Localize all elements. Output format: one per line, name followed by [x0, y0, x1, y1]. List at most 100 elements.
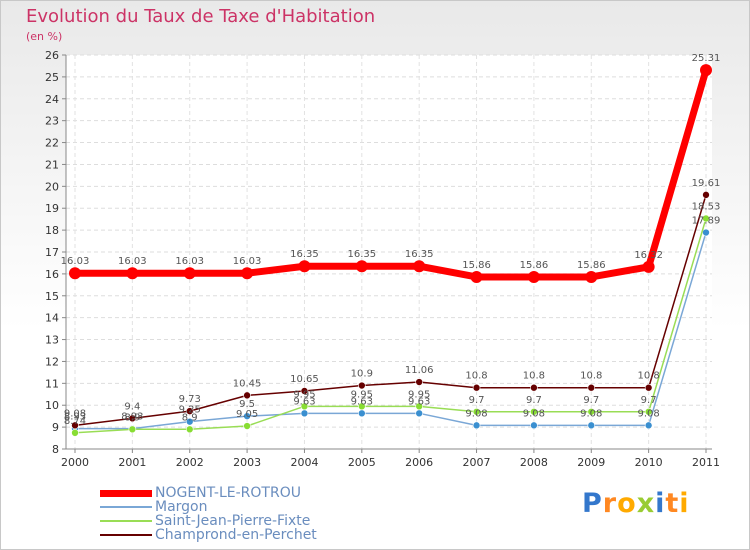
- data-label: 8.9: [124, 412, 140, 423]
- data-label: 10.65: [290, 374, 319, 385]
- data-label: 9.7: [583, 395, 599, 406]
- data-label: 16.35: [290, 249, 319, 260]
- logo-letter: t: [665, 488, 680, 519]
- y-tick-label: 23: [45, 115, 59, 128]
- data-label: 9.08: [523, 408, 545, 419]
- data-label: 11.06: [405, 365, 434, 376]
- x-tick-label: 2011: [692, 456, 720, 469]
- data-label: 8.93: [121, 412, 143, 423]
- series-point: [71, 429, 79, 437]
- y-tick-label: 13: [45, 334, 59, 347]
- legend-label: Margon: [155, 499, 208, 515]
- series-point: [472, 421, 481, 430]
- series-point: [413, 260, 426, 273]
- data-label: 9.95: [293, 389, 315, 400]
- x-tick-label: 2004: [290, 456, 318, 469]
- data-label: 25.31: [692, 53, 721, 64]
- series-point: [644, 421, 653, 430]
- legend-label: Saint-Jean-Pierre-Fixte: [155, 513, 311, 529]
- series-point: [415, 378, 423, 386]
- series-point: [183, 267, 196, 280]
- logo-letter: i: [679, 488, 690, 519]
- data-label: 9.63: [351, 396, 373, 407]
- data-label: 16.35: [347, 249, 376, 260]
- x-tick-label: 2003: [233, 456, 261, 469]
- data-label: 9.08: [580, 408, 602, 419]
- series-point: [644, 383, 653, 392]
- data-label: 10.8: [465, 371, 487, 382]
- legend-swatch: [100, 534, 152, 536]
- data-label: 15.86: [520, 260, 549, 271]
- data-label: 9.5: [239, 399, 255, 410]
- legend-item: Margon: [100, 499, 208, 515]
- series-point: [128, 425, 137, 434]
- data-label: 9.08: [465, 408, 487, 419]
- data-label: 8.74: [64, 416, 86, 427]
- x-tick-label: 2006: [405, 456, 433, 469]
- y-tick-label: 18: [45, 224, 59, 237]
- series-point: [243, 422, 251, 430]
- series-point: [300, 387, 309, 395]
- legend-item: Saint-Jean-Pierre-Fixte: [100, 513, 311, 529]
- data-label: 8.9: [182, 412, 198, 423]
- legend-swatch: [100, 506, 152, 508]
- series-point: [415, 409, 423, 418]
- data-label: 16.03: [175, 256, 204, 267]
- series-point: [358, 409, 366, 418]
- series-point: [527, 270, 540, 283]
- data-label: 9.7: [641, 395, 657, 406]
- series-point: [358, 381, 366, 390]
- legend-swatch: [100, 489, 152, 497]
- data-label: 9.4: [124, 401, 140, 412]
- series-point: [185, 425, 194, 434]
- legend-item: Champrond-en-Perchet: [100, 527, 317, 543]
- logo-letter: x: [636, 488, 656, 519]
- y-tick-label: 26: [45, 49, 59, 62]
- data-label: 9.25: [179, 405, 201, 416]
- y-tick-label: 19: [45, 202, 59, 215]
- y-tick-label: 20: [45, 180, 59, 193]
- series-point: [530, 383, 538, 392]
- series-point: [300, 402, 309, 411]
- series-point: [702, 191, 710, 199]
- data-label: 9.05: [236, 409, 258, 420]
- series-line-2: [74, 218, 707, 434]
- y-tick-label: 17: [45, 246, 59, 259]
- series-line-3: [74, 194, 707, 427]
- series-point: [358, 402, 366, 411]
- series-point: [185, 407, 194, 415]
- legend-label: NOGENT-LE-ROTROU: [155, 485, 301, 501]
- series-point: [69, 267, 81, 280]
- data-label: 9.08: [638, 408, 660, 419]
- data-label: 8.93: [64, 412, 86, 423]
- y-tick-label: 12: [45, 355, 59, 368]
- series-point: [702, 228, 710, 237]
- x-tick-label: 2001: [118, 456, 146, 469]
- series-line-0: [75, 69, 710, 281]
- data-label: 9.63: [293, 396, 315, 407]
- series-point: [300, 409, 309, 418]
- series-point: [530, 421, 538, 430]
- data-label: 10.8: [638, 371, 660, 382]
- series-point: [243, 391, 251, 400]
- y-tick-label: 15: [45, 290, 59, 303]
- y-tick-label: 24: [45, 93, 59, 106]
- data-label: 19.61: [692, 178, 721, 189]
- series-point: [355, 260, 368, 273]
- data-label: 18.53: [692, 202, 721, 213]
- x-tick-label: 2008: [520, 456, 548, 469]
- data-label: 16.32: [634, 250, 663, 261]
- series-point: [700, 64, 712, 77]
- data-label: 9.95: [408, 389, 430, 400]
- series-point: [470, 270, 483, 283]
- x-tick-label: 2009: [577, 456, 605, 469]
- x-tick-label: 2002: [176, 456, 204, 469]
- series-point: [644, 407, 653, 416]
- y-tick-label: 14: [45, 312, 59, 325]
- y-tick-label: 16: [45, 268, 59, 281]
- data-label: 10.8: [580, 371, 602, 382]
- data-label: 10.9: [351, 369, 373, 380]
- series-point: [298, 260, 311, 273]
- series-point: [415, 402, 423, 411]
